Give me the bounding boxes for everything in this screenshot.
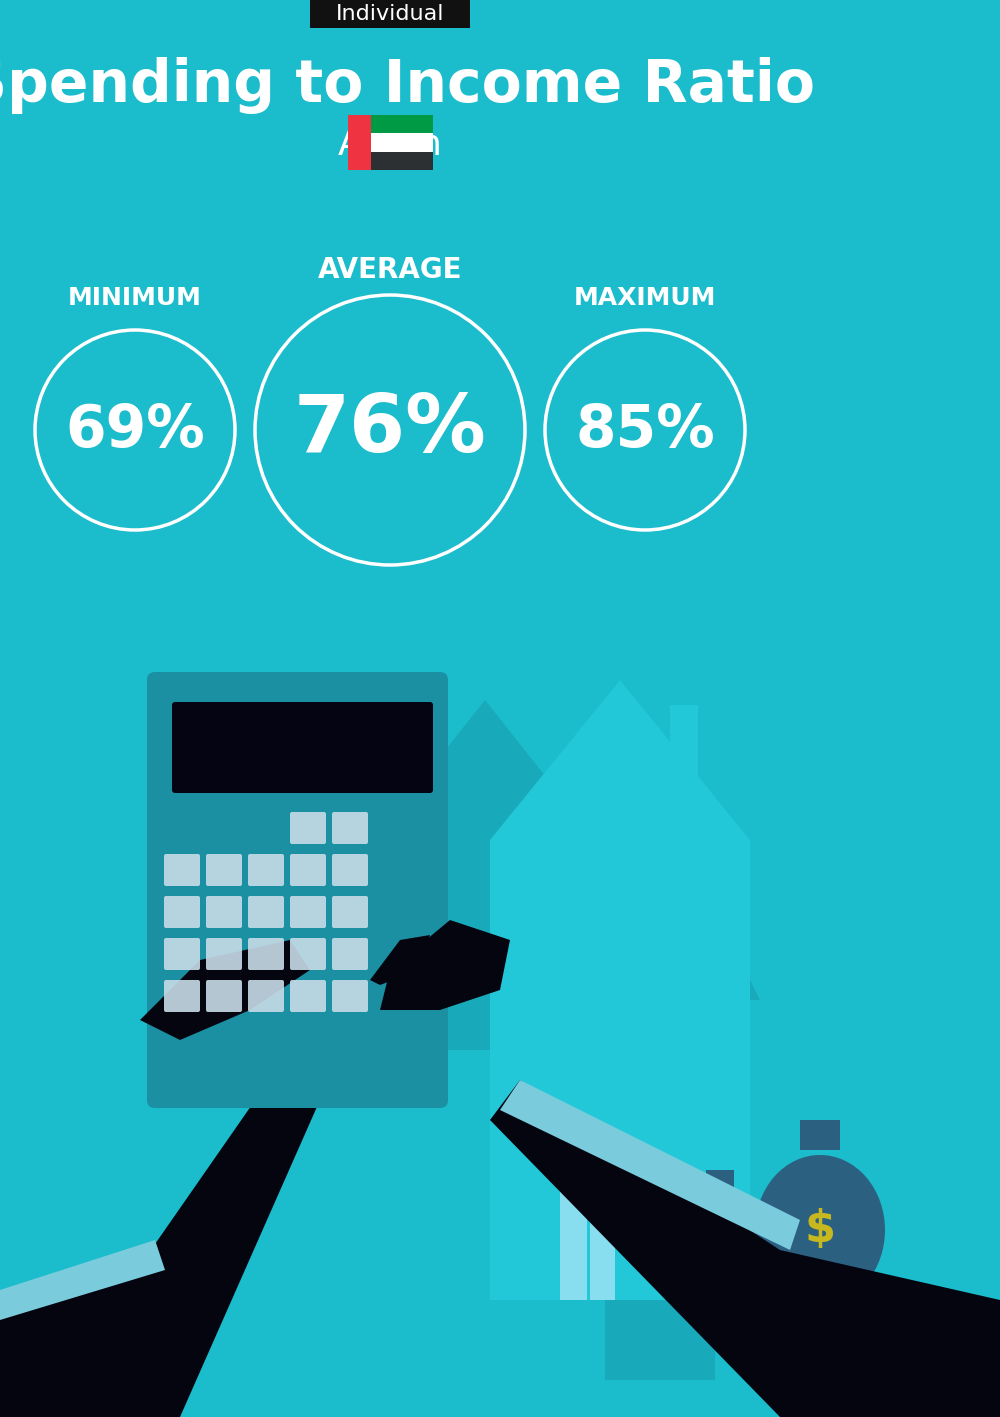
- Polygon shape: [370, 935, 430, 985]
- Text: MAXIMUM: MAXIMUM: [574, 286, 716, 310]
- Bar: [348, 115, 371, 170]
- FancyBboxPatch shape: [248, 854, 284, 886]
- Bar: [720, 1280, 850, 1298]
- FancyBboxPatch shape: [310, 0, 470, 28]
- Bar: [390, 820, 580, 1050]
- FancyBboxPatch shape: [164, 896, 200, 928]
- Polygon shape: [140, 939, 310, 1040]
- FancyBboxPatch shape: [206, 938, 242, 971]
- Bar: [720, 1292, 850, 1309]
- FancyBboxPatch shape: [332, 854, 368, 886]
- Ellipse shape: [755, 1155, 885, 1305]
- FancyBboxPatch shape: [206, 854, 242, 886]
- FancyBboxPatch shape: [290, 981, 326, 1012]
- Bar: [490, 840, 750, 1299]
- Text: $: $: [709, 1236, 731, 1264]
- Polygon shape: [270, 791, 400, 920]
- Polygon shape: [490, 1080, 1000, 1417]
- Polygon shape: [380, 920, 510, 1010]
- FancyBboxPatch shape: [332, 981, 368, 1012]
- Polygon shape: [350, 779, 550, 1000]
- Bar: [800, 1119, 840, 1151]
- Ellipse shape: [675, 1197, 765, 1302]
- FancyBboxPatch shape: [248, 938, 284, 971]
- Bar: [560, 1190, 615, 1299]
- Text: 85%: 85%: [575, 401, 715, 459]
- Polygon shape: [490, 680, 750, 840]
- FancyBboxPatch shape: [290, 896, 326, 928]
- FancyBboxPatch shape: [290, 854, 326, 886]
- Text: AVERAGE: AVERAGE: [318, 256, 462, 283]
- FancyBboxPatch shape: [332, 812, 368, 845]
- FancyBboxPatch shape: [172, 701, 433, 794]
- Bar: [720, 1244, 850, 1263]
- Bar: [720, 1255, 850, 1274]
- Bar: [720, 1268, 850, 1287]
- Text: Al Ain: Al Ain: [338, 128, 442, 162]
- FancyBboxPatch shape: [248, 896, 284, 928]
- Text: Individual: Individual: [336, 4, 444, 24]
- Bar: [720, 1209, 850, 1226]
- FancyBboxPatch shape: [332, 896, 368, 928]
- FancyBboxPatch shape: [164, 854, 200, 886]
- Bar: [706, 1170, 734, 1192]
- FancyBboxPatch shape: [332, 938, 368, 971]
- Text: 69%: 69%: [65, 401, 205, 459]
- Polygon shape: [0, 1050, 320, 1417]
- Polygon shape: [0, 1240, 165, 1321]
- FancyBboxPatch shape: [147, 672, 448, 1108]
- Bar: [371, 115, 433, 133]
- Bar: [587, 1190, 590, 1299]
- Text: MINIMUM: MINIMUM: [68, 286, 202, 310]
- FancyBboxPatch shape: [248, 981, 284, 1012]
- Bar: [720, 1231, 850, 1250]
- FancyBboxPatch shape: [290, 812, 326, 845]
- FancyBboxPatch shape: [206, 896, 242, 928]
- Polygon shape: [500, 1080, 800, 1250]
- Bar: [371, 133, 433, 152]
- FancyBboxPatch shape: [290, 938, 326, 971]
- FancyBboxPatch shape: [164, 981, 200, 1012]
- Text: 76%: 76%: [294, 391, 486, 469]
- Bar: [371, 152, 433, 170]
- Polygon shape: [560, 801, 760, 1380]
- FancyBboxPatch shape: [164, 938, 200, 971]
- Text: Spending to Income Ratio: Spending to Income Ratio: [0, 57, 815, 113]
- Bar: [670, 706, 698, 779]
- Bar: [720, 1220, 850, 1238]
- FancyBboxPatch shape: [206, 981, 242, 1012]
- Polygon shape: [390, 700, 580, 820]
- Text: $: $: [804, 1209, 836, 1251]
